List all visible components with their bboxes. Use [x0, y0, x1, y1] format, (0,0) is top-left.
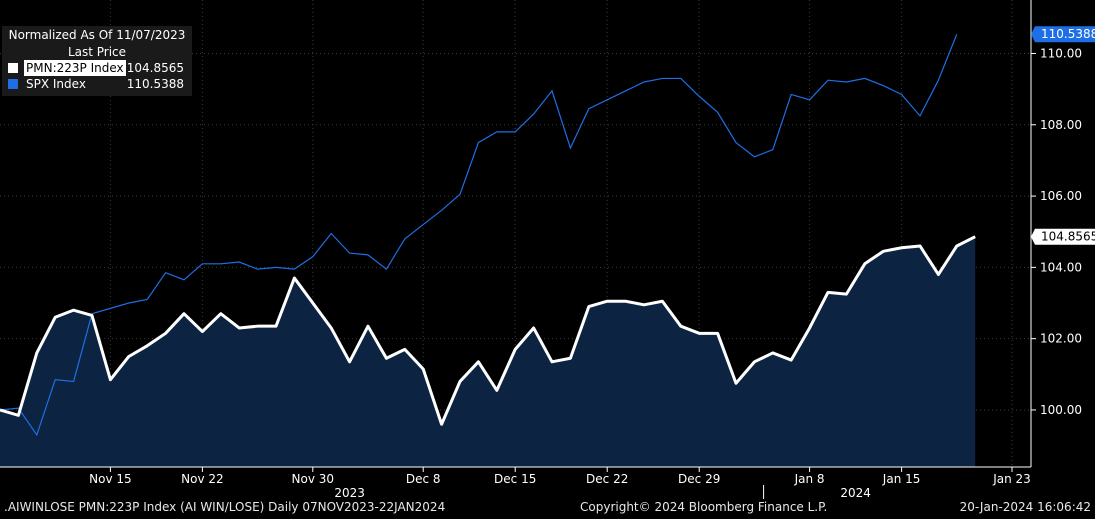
x-tick-label: Jan 15 [882, 472, 921, 486]
last-price-tag-bg [1031, 228, 1095, 245]
x-tick-label: Dec 29 [678, 472, 720, 486]
year-label: 2023 [334, 486, 365, 500]
pmn-series-area [0, 236, 976, 467]
y-tick-label: 108.00 [1040, 118, 1082, 132]
x-tick-label: Dec 22 [586, 472, 628, 486]
x-tick-label: Jan 23 [992, 472, 1031, 486]
legend-title: Normalized As Of 11/07/2023 [8, 28, 186, 42]
legend-row-pmn[interactable]: PMN:223P Index 104.8565 [2, 60, 192, 76]
legend-value-pmn: 104.8565 [126, 61, 184, 75]
y-tick-label: 102.00 [1040, 332, 1082, 346]
y-tick-label: 106.00 [1040, 189, 1082, 203]
footer-copyright: Copyright© 2024 Bloomberg Finance L.P. [580, 500, 828, 514]
y-axis: 100.00 102.00 104.00 106.00 108.00 110.00 [1031, 46, 1082, 417]
legend-label-spx: SPX Index [26, 77, 86, 91]
legend-swatch-pmn [8, 63, 18, 73]
last-price-tag-label: 110.5388 [1041, 27, 1095, 41]
footer-security-info: .AIWINLOSE PMN:223P Index (AI WIN/LOSE) … [4, 500, 446, 514]
legend-label-pmn: PMN:223P Index [24, 60, 126, 76]
year-label: 2024 [840, 486, 871, 500]
x-axis: Nov 15 Nov 22 Nov 30 Dec 8 Dec 15 Dec 22 Dec 2… [89, 467, 1031, 500]
x-tick-label: Dec 8 [406, 472, 441, 486]
y-tick-label: 110.00 [1040, 46, 1082, 60]
last-price-tag-label: 104.8565 [1041, 230, 1095, 244]
x-tick-label: Nov 22 [181, 472, 224, 486]
legend-swatch-spx [8, 79, 18, 89]
x-tick-label: Jan 8 [794, 472, 825, 486]
legend-subtitle: Last Price [67, 45, 127, 59]
y-tick-label: 100.00 [1040, 403, 1082, 417]
pmn-series-line [0, 235, 976, 426]
y-tick-label: 104.00 [1040, 260, 1082, 274]
last-price-tags: 110.5388 104.8565 [1031, 26, 1095, 245]
legend-row-spx[interactable]: SPX Index 110.5388 [2, 76, 192, 92]
x-tick-label: Nov 15 [89, 472, 132, 486]
x-tick-label: Dec 15 [494, 472, 536, 486]
x-tick-label: Nov 30 [292, 472, 335, 486]
spx-series-line [0, 34, 958, 437]
chart-legend: Normalized As Of 11/07/2023 Last Price P… [2, 26, 192, 96]
footer-timestamp: 20-Jan-2024 16:06:42 [959, 500, 1091, 514]
legend-value-spx: 110.5388 [126, 77, 184, 91]
last-price-tag-bg [1031, 26, 1095, 43]
